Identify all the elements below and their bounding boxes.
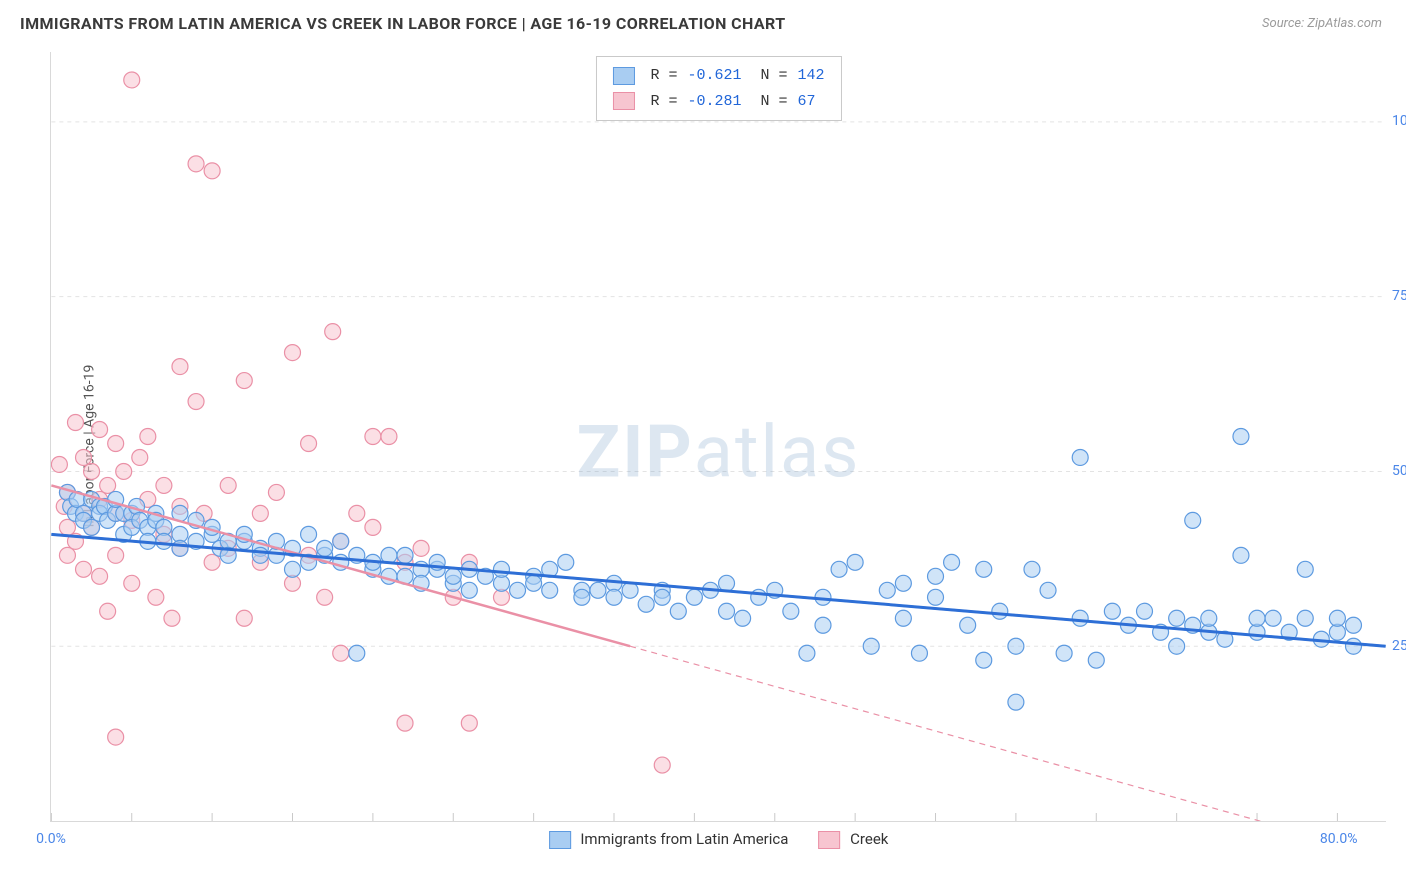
legend-item-0: Immigrants from Latin America bbox=[549, 830, 789, 849]
r-value-1: -0.281 bbox=[687, 89, 741, 115]
scatter-plot-svg bbox=[51, 52, 1386, 821]
stats-row-series-0: R = -0.621 N = 142 bbox=[612, 63, 824, 89]
source-credit: Source: ZipAtlas.com bbox=[1262, 16, 1382, 31]
n-value-0: 142 bbox=[798, 63, 825, 89]
legend-label-0: Immigrants from Latin America bbox=[580, 830, 788, 848]
legend-swatch-0 bbox=[549, 831, 571, 849]
stats-row-series-1: R = -0.281 N = 67 bbox=[612, 89, 824, 115]
legend-label-1: Creek bbox=[850, 830, 888, 848]
n-value-1: 67 bbox=[798, 89, 816, 115]
legend-swatch-1 bbox=[818, 831, 840, 849]
x-tick-label: 80.0% bbox=[1320, 831, 1358, 847]
y-tick-label: 50.0% bbox=[1392, 463, 1406, 479]
chart-title: IMMIGRANTS FROM LATIN AMERICA VS CREEK I… bbox=[20, 14, 786, 33]
swatch-series-0 bbox=[612, 67, 634, 85]
r-value-0: -0.621 bbox=[687, 63, 741, 89]
stats-legend-box: R = -0.621 N = 142 R = -0.281 N = 67 bbox=[595, 56, 841, 121]
legend-item-1: Creek bbox=[818, 830, 888, 849]
x-tick-label: 0.0% bbox=[36, 831, 66, 847]
y-tick-label: 75.0% bbox=[1392, 288, 1406, 304]
y-tick-label: 25.0% bbox=[1392, 638, 1406, 654]
y-tick-label: 100.0% bbox=[1392, 113, 1406, 129]
x-axis-series-legend: Immigrants from Latin America Creek bbox=[549, 830, 889, 849]
swatch-series-1 bbox=[612, 92, 634, 110]
plot-area: ZIPatlas R = -0.621 N = 142 R = -0.281 N… bbox=[50, 52, 1386, 822]
